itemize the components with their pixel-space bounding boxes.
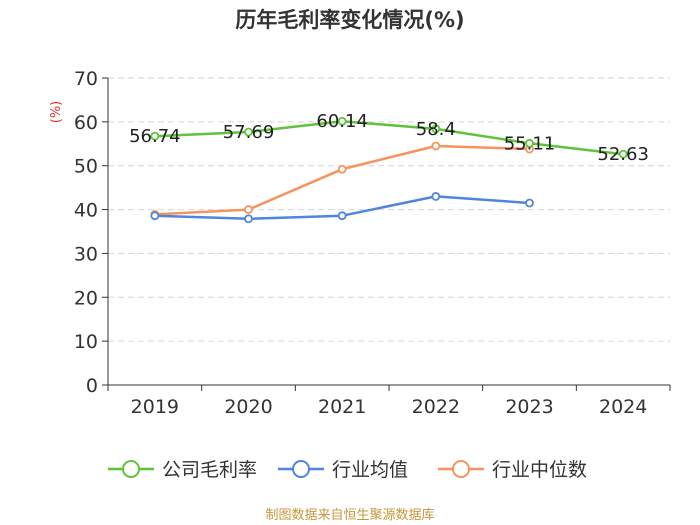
y-tick-label-60: 60 — [74, 112, 98, 134]
point-2-2022 — [431, 141, 441, 151]
point-1-2023 — [525, 198, 534, 208]
point-0-2021 — [337, 116, 347, 126]
series-line-0 — [154, 119, 624, 156]
point-1-2020 — [244, 214, 253, 224]
point-0-2022 — [431, 124, 441, 134]
legend-item-1: 行业均值 — [278, 459, 408, 481]
legend-item-2: 行业中位数 — [438, 459, 587, 481]
legend-label-2: 行业中位数 — [492, 459, 587, 481]
point-2-2020 — [244, 205, 253, 214]
data-labels: 56.74 57.69 60.14 58.4 55.11 52.63 — [129, 111, 649, 165]
point-2-2021 — [337, 164, 347, 174]
series-layer — [150, 116, 628, 224]
data-label-2019: 56.74 — [129, 126, 181, 147]
legend-item-0: 公司毛利率 — [108, 459, 257, 481]
point-0-2019 — [150, 131, 160, 141]
series-1 — [150, 192, 534, 224]
point-1-2022 — [431, 192, 441, 201]
series-0 — [150, 116, 628, 159]
chart-title: 历年毛利率变化情况(%) — [235, 8, 464, 32]
legend-marker-1 — [292, 460, 310, 478]
legend: 公司毛利率 行业均值 行业中位数 — [108, 459, 587, 481]
point-0-2020 — [244, 127, 253, 137]
axes: 0 10 20 30 40 50 60 70 2019 2020 2021 2022 2023 2024 — [74, 68, 671, 418]
y-tick-label-40: 40 — [74, 200, 98, 222]
y-tick-label-30: 30 — [74, 243, 98, 265]
point-0-2023 — [525, 138, 534, 148]
legend-marker-2 — [452, 460, 470, 478]
legend-label-0: 公司毛利率 — [162, 459, 257, 481]
point-1-2019 — [150, 211, 160, 221]
point-0-2024 — [618, 149, 628, 159]
series-2 — [150, 141, 534, 219]
x-tick-label-2022: 2022 — [412, 396, 460, 418]
data-label-2022: 58.4 — [416, 119, 456, 140]
data-label-2021: 60.14 — [316, 111, 368, 132]
data-label-2024: 52.63 — [597, 144, 649, 165]
y-tick-label-0: 0 — [86, 375, 98, 397]
x-tick-label-2020: 2020 — [224, 396, 272, 418]
legend-marker-0 — [122, 460, 140, 478]
data-label-2020: 57.69 — [223, 122, 275, 143]
y-axis-label: (%) — [49, 101, 64, 124]
y-tick-label-20: 20 — [74, 287, 98, 309]
y-tick-label-10: 10 — [74, 331, 98, 353]
point-1-2021 — [337, 211, 347, 221]
data-label-2023: 55.11 — [504, 133, 556, 154]
x-tick-label-2023: 2023 — [505, 396, 553, 418]
x-tick-label-2019: 2019 — [131, 396, 179, 418]
x-tick-label-2024: 2024 — [599, 396, 647, 418]
y-tick-label-70: 70 — [74, 68, 98, 90]
y-tick-label-50: 50 — [74, 156, 98, 178]
grid-lines — [108, 77, 670, 342]
series-line-2 — [154, 144, 530, 216]
x-tick-label-2021: 2021 — [318, 396, 366, 418]
source-note: 制图数据来自恒生聚源数据库 — [265, 507, 434, 523]
legend-label-1: 行业均值 — [332, 459, 408, 481]
